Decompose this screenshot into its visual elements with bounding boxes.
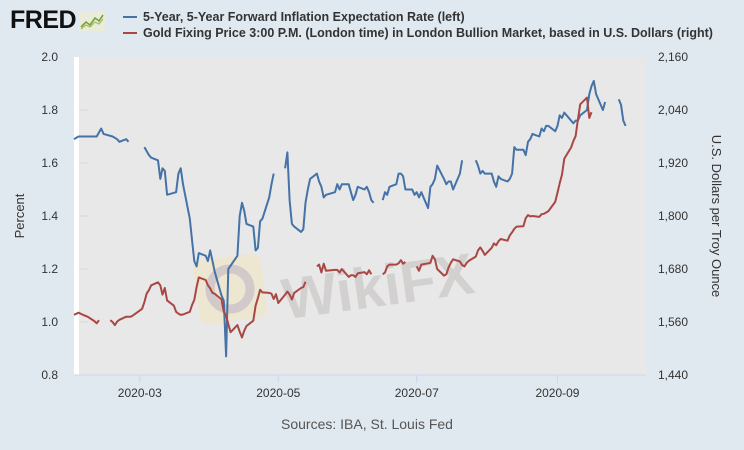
legend-item-inflation[interactable]: 5-Year, 5-Year Forward Inflation Expecta… [123,9,713,25]
legend-label: 5-Year, 5-Year Forward Inflation Expecta… [143,10,465,24]
watermark-logo-icon [192,253,268,325]
x-tick-label: 2020-05 [256,386,300,400]
gold-series-line [316,262,373,278]
inflation-series-line [284,151,375,233]
inflation-series-line [381,160,464,210]
x-tick-label: 2020-09 [535,386,579,400]
plot-left-border [74,57,79,375]
legend-label: Gold Fixing Price 3:00 P.M. (London time… [143,26,713,40]
y-left-tick-label: 1.8 [41,103,58,117]
y-left-tick-label: 0.8 [41,368,58,382]
y-left-tick-label: 2.0 [41,50,58,64]
legend-swatch-red [123,32,137,34]
y-left-tick-label: 1.2 [41,262,58,276]
legend: 5-Year, 5-Year Forward Inflation Expecta… [123,9,713,41]
y-left-tick-label: 1.4 [41,209,58,223]
series-lines [73,79,627,358]
gold-series-line [415,96,593,277]
y-axis-right: 1,440 1,560 1,680 1,800 1,920 2,040 2,160 [658,50,688,382]
y-right-tick-label: 1,800 [658,209,688,223]
legend-item-gold[interactable]: Gold Fixing Price 3:00 P.M. (London time… [123,25,713,41]
y-left-tick-label: 1.6 [41,156,58,170]
gold-series-line [382,259,407,276]
source-credit: Sources: IBA, St. Louis Fed [281,416,453,432]
x-axis-ticks: 2020-03 2020-05 2020-07 2020-09 [118,375,580,400]
x-tick-label: 2020-07 [395,386,439,400]
line-chart-icon [79,10,106,31]
y-axis-left: 0.8 1.0 1.2 1.4 1.6 1.8 2.0 [41,50,58,382]
gold-series-line [73,311,100,325]
y-axis-left-title: Percent [12,193,27,238]
inflation-series-line [474,79,607,188]
y-axis-right-title: U.S. Dollars per Troy Ounce [709,135,724,298]
fred-logo[interactable]: FRED [10,6,106,34]
y-left-tick-label: 1.0 [41,315,58,329]
plot-area [74,57,646,375]
logo-text: FRED [10,6,77,34]
x-tick-label: 2020-03 [118,386,162,400]
y-right-tick-label: 1,920 [658,156,688,170]
inflation-series-line [617,99,627,127]
legend-swatch-blue [123,16,137,18]
inflation-series-line [143,146,275,358]
y-right-tick-label: 2,160 [658,50,688,64]
y-right-tick-label: 1,560 [658,315,688,329]
y-right-tick-label: 1,440 [658,368,688,382]
chart-header: FRED 5-Year, 5-Year Forward Inflation Ex… [0,0,744,50]
y-right-tick-label: 1,680 [658,262,688,276]
y-right-tick-label: 2,040 [658,103,688,117]
gold-series-line [109,276,307,339]
grid-lines [79,109,88,323]
inflation-series-line [73,127,130,143]
